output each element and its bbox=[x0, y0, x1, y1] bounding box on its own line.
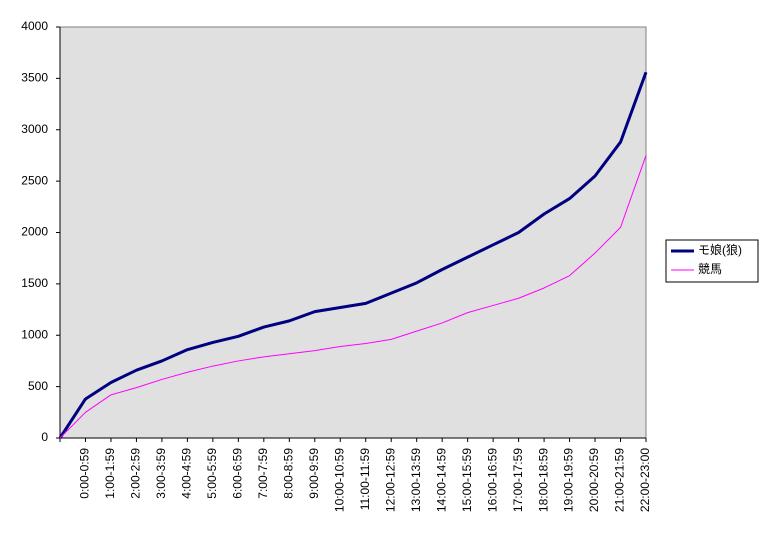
x-tick-label: 16:00-16:59 bbox=[485, 448, 499, 512]
x-tick-label: 0:00-0:59 bbox=[78, 448, 92, 499]
y-tick-label: 3000 bbox=[21, 122, 48, 136]
x-tick-label: 21:00-21:59 bbox=[613, 448, 627, 512]
legend-label: 競馬 bbox=[698, 261, 722, 276]
y-tick-label: 2500 bbox=[21, 173, 48, 187]
x-tick-label: 9:00-9:59 bbox=[307, 448, 321, 499]
x-tick-label: 14:00-14:59 bbox=[434, 448, 448, 512]
x-tick-label: 11:00-11:59 bbox=[358, 448, 372, 511]
y-tick-label: 3500 bbox=[21, 71, 48, 85]
x-tick-label: 2:00-2:59 bbox=[129, 448, 143, 499]
x-tick-label: 15:00-15:59 bbox=[460, 448, 474, 512]
series-line bbox=[59, 155, 647, 439]
legend-label: モ娘(狼) bbox=[698, 242, 742, 257]
x-tick-label: 20:00-20:59 bbox=[587, 448, 601, 512]
x-tick-label: 3:00-3:59 bbox=[154, 448, 168, 499]
x-tick-label: 4:00-4:59 bbox=[180, 448, 194, 499]
x-tick-label: 18:00-18:59 bbox=[536, 448, 550, 512]
x-tick-label: 5:00-5:59 bbox=[205, 448, 219, 499]
x-tick-label: 12:00-12:59 bbox=[383, 448, 397, 512]
x-tick-label: 7:00-7:59 bbox=[256, 448, 270, 499]
legend-box bbox=[665, 239, 759, 283]
x-tick-label: 17:00-17:59 bbox=[511, 448, 525, 512]
x-tick-label: 13:00-13:59 bbox=[409, 448, 423, 512]
y-tick-label: 0 bbox=[41, 430, 48, 444]
y-tick-label: 1000 bbox=[21, 327, 48, 341]
y-tick-label: 500 bbox=[28, 379, 48, 393]
x-tick-label: 1:00-1:59 bbox=[103, 448, 117, 499]
y-tick-label: 2000 bbox=[21, 225, 48, 239]
y-tick-label: 1500 bbox=[21, 276, 48, 290]
x-tick-label: 19:00-19:59 bbox=[562, 448, 576, 512]
plot-area bbox=[59, 26, 647, 439]
x-tick-label: 22:00-23:00 bbox=[638, 448, 652, 512]
x-tick-label: 8:00-8:59 bbox=[281, 448, 295, 499]
x-tick-label: 6:00-6:59 bbox=[231, 448, 245, 499]
series-line bbox=[58, 71, 648, 439]
y-tick-label: 4000 bbox=[21, 19, 48, 33]
x-tick-label: 10:00-10:59 bbox=[332, 448, 346, 512]
